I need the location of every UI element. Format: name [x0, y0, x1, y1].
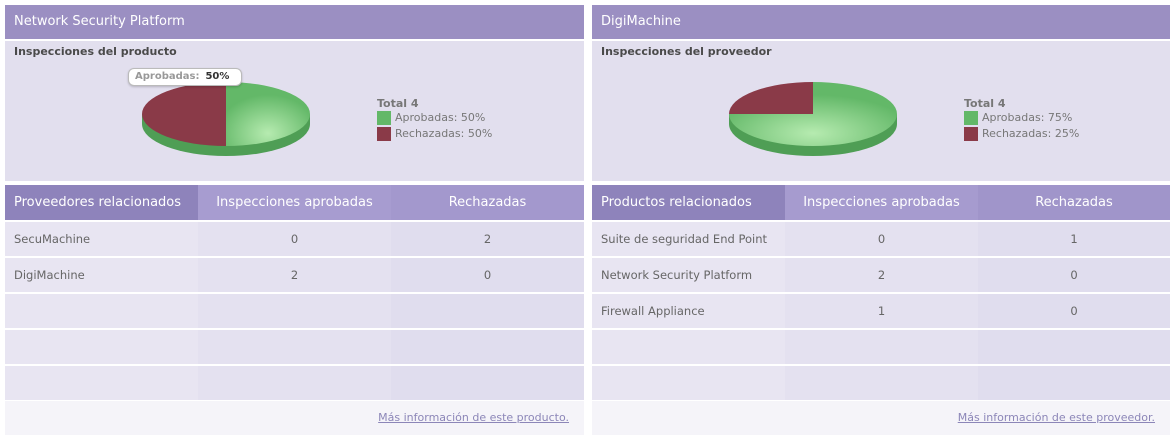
- legend-approved: Aprobadas: 50%: [395, 111, 486, 124]
- legend-swatch-rejected: [377, 127, 391, 141]
- cell-empty: [978, 366, 1170, 400]
- more-info-product-link[interactable]: Más información de este producto.: [378, 411, 569, 424]
- chart-title: Inspecciones del producto: [14, 45, 177, 58]
- cell-empty: [5, 330, 198, 364]
- table-row-empty: [592, 330, 1170, 364]
- more-info-supplier-link[interactable]: Más información de este proveedor.: [957, 411, 1155, 424]
- related-suppliers-table: Proveedores relacionados Inspecciones ap…: [5, 185, 584, 400]
- cell-empty: [198, 330, 391, 364]
- legend-total: Total 4: [377, 97, 419, 110]
- table-row-empty: [5, 366, 584, 400]
- legend-rejected: Rechazadas: 50%: [395, 127, 493, 140]
- column-header-approved[interactable]: Inspecciones aprobadas: [198, 185, 391, 220]
- pie-chart[interactable]: [5, 41, 584, 181]
- cell-name: DigiMachine: [5, 258, 198, 292]
- cell-approved: 0: [785, 222, 978, 256]
- pie-slice-rechazadas: [729, 82, 813, 114]
- cell-empty: [5, 294, 198, 328]
- cell-rejected: 2: [391, 222, 584, 256]
- cell-name: Suite de seguridad End Point: [592, 222, 785, 256]
- cell-empty: [391, 330, 584, 364]
- cell-approved: 0: [198, 222, 391, 256]
- column-header-approved[interactable]: Inspecciones aprobadas: [785, 185, 978, 220]
- cell-empty: [391, 294, 584, 328]
- cell-approved: 2: [785, 258, 978, 292]
- table-header: Productos relacionados Inspecciones apro…: [592, 185, 1170, 220]
- chart-tooltip: Aprobadas: 50%: [128, 68, 242, 86]
- table-row[interactable]: Network Security Platform 2 0: [592, 258, 1170, 292]
- table-row[interactable]: SecuMachine 0 2: [5, 222, 584, 256]
- chart-area: Inspecciones del proveedor Total 4 Aprob…: [592, 41, 1170, 181]
- cell-rejected: 0: [978, 294, 1170, 328]
- table-row-empty: [5, 294, 584, 328]
- cell-empty: [978, 330, 1170, 364]
- table-row[interactable]: Suite de seguridad End Point 0 1: [592, 222, 1170, 256]
- cell-name: Network Security Platform: [592, 258, 785, 292]
- table-row-empty: [592, 366, 1170, 400]
- table-row-empty: [5, 330, 584, 364]
- pie-slice-rechazadas: [142, 82, 226, 146]
- cell-name: Firewall Appliance: [592, 294, 785, 328]
- cell-approved: 1: [785, 294, 978, 328]
- chart-legend: Total 4 Aprobadas: 75% Rechazadas: 25%: [964, 97, 1079, 142]
- cell-approved: 2: [198, 258, 391, 292]
- table-row[interactable]: DigiMachine 2 0: [5, 258, 584, 292]
- cell-rejected: 0: [978, 258, 1170, 292]
- legend-swatch-rejected: [964, 127, 978, 141]
- tooltip-label: Aprobadas:: [135, 71, 200, 82]
- legend-total: Total 4: [964, 97, 1006, 110]
- related-products-table: Productos relacionados Inspecciones apro…: [592, 185, 1170, 400]
- panel-title: DigiMachine: [592, 5, 1170, 39]
- tooltip-value: 50%: [205, 71, 230, 82]
- legend-swatch-approved: [377, 111, 391, 125]
- cell-empty: [198, 366, 391, 400]
- table-header: Proveedores relacionados Inspecciones ap…: [5, 185, 584, 220]
- cell-empty: [198, 294, 391, 328]
- cell-empty: [5, 366, 198, 400]
- cell-name: SecuMachine: [5, 222, 198, 256]
- column-header-rejected[interactable]: Rechazadas: [978, 185, 1170, 220]
- pie-chart[interactable]: [592, 41, 1170, 181]
- panel-footer: Más información de este proveedor.: [592, 401, 1170, 435]
- table-row[interactable]: Firewall Appliance 1 0: [592, 294, 1170, 328]
- panel-title: Network Security Platform: [5, 5, 584, 39]
- legend-swatch-approved: [964, 111, 978, 125]
- chart-area: Inspecciones del producto Aprobadas: 50% …: [5, 41, 584, 181]
- product-panel: Network Security Platform Inspecciones d…: [5, 5, 584, 435]
- cell-empty: [785, 330, 978, 364]
- cell-empty: [592, 366, 785, 400]
- supplier-panel: DigiMachine Inspecciones del proveedor T…: [592, 5, 1170, 435]
- panel-footer: Más información de este producto.: [5, 401, 584, 435]
- cell-rejected: 0: [391, 258, 584, 292]
- column-header-supplier[interactable]: Proveedores relacionados: [5, 185, 198, 220]
- legend-approved: Aprobadas: 75%: [982, 111, 1073, 124]
- column-header-product[interactable]: Productos relacionados: [592, 185, 785, 220]
- legend-rejected: Rechazadas: 25%: [982, 127, 1080, 140]
- cell-rejected: 1: [978, 222, 1170, 256]
- chart-legend: Total 4 Aprobadas: 50% Rechazadas: 50%: [377, 97, 492, 142]
- cell-empty: [391, 366, 584, 400]
- cell-empty: [785, 366, 978, 400]
- column-header-rejected[interactable]: Rechazadas: [391, 185, 584, 220]
- pie-slice-aprobadas: [226, 82, 310, 146]
- cell-empty: [592, 330, 785, 364]
- chart-title: Inspecciones del proveedor: [601, 45, 772, 58]
